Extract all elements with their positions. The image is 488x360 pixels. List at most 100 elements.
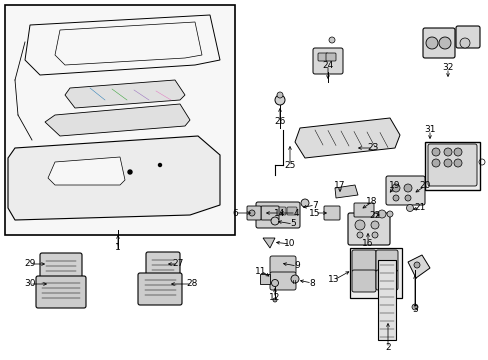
Circle shape — [443, 159, 451, 167]
Text: 26: 26 — [274, 117, 285, 126]
Circle shape — [370, 221, 378, 229]
Circle shape — [431, 159, 439, 167]
Polygon shape — [45, 104, 190, 136]
FancyBboxPatch shape — [261, 207, 272, 215]
FancyBboxPatch shape — [351, 250, 375, 272]
Text: 15: 15 — [308, 208, 320, 217]
Text: 14: 14 — [274, 208, 285, 217]
FancyBboxPatch shape — [324, 206, 339, 220]
Text: 29: 29 — [24, 260, 36, 269]
Circle shape — [411, 304, 417, 310]
Text: 18: 18 — [366, 198, 377, 207]
Text: 21: 21 — [413, 203, 425, 212]
Circle shape — [377, 210, 385, 218]
Text: 22: 22 — [368, 211, 380, 220]
Bar — [5, 5, 235, 235]
FancyBboxPatch shape — [286, 207, 296, 215]
Text: 30: 30 — [24, 279, 36, 288]
Text: 31: 31 — [424, 126, 435, 135]
Polygon shape — [48, 157, 125, 185]
FancyBboxPatch shape — [40, 253, 82, 279]
Polygon shape — [407, 255, 429, 278]
FancyBboxPatch shape — [36, 276, 86, 308]
Text: 24: 24 — [322, 60, 333, 69]
Bar — [377, 260, 395, 340]
Circle shape — [128, 170, 132, 174]
Text: 32: 32 — [442, 63, 453, 72]
Circle shape — [290, 275, 298, 283]
FancyBboxPatch shape — [138, 273, 182, 305]
Circle shape — [413, 262, 419, 268]
Text: 20: 20 — [418, 181, 430, 190]
FancyBboxPatch shape — [385, 176, 424, 205]
FancyBboxPatch shape — [317, 53, 327, 61]
Circle shape — [356, 232, 362, 238]
FancyBboxPatch shape — [375, 250, 397, 272]
Circle shape — [301, 199, 308, 207]
Text: 8: 8 — [308, 279, 314, 288]
Circle shape — [453, 148, 461, 156]
FancyBboxPatch shape — [261, 206, 279, 220]
Circle shape — [443, 148, 451, 156]
Text: 25: 25 — [284, 161, 295, 170]
Polygon shape — [334, 185, 357, 198]
Bar — [349, 248, 401, 298]
Polygon shape — [294, 118, 399, 158]
FancyBboxPatch shape — [455, 26, 479, 48]
Circle shape — [392, 195, 398, 201]
Circle shape — [248, 210, 254, 216]
Circle shape — [271, 279, 278, 287]
Circle shape — [438, 37, 450, 49]
Text: 3: 3 — [411, 306, 417, 315]
Text: 16: 16 — [362, 238, 373, 248]
Circle shape — [158, 163, 161, 166]
Circle shape — [403, 184, 411, 192]
Text: 10: 10 — [284, 239, 295, 248]
Bar — [260, 274, 269, 284]
Circle shape — [328, 37, 334, 43]
Polygon shape — [65, 80, 184, 108]
FancyBboxPatch shape — [325, 53, 335, 61]
Text: 2: 2 — [385, 343, 390, 352]
FancyBboxPatch shape — [256, 202, 299, 228]
Circle shape — [459, 38, 469, 48]
FancyBboxPatch shape — [269, 256, 295, 274]
Circle shape — [404, 195, 410, 201]
FancyBboxPatch shape — [273, 207, 285, 215]
FancyBboxPatch shape — [427, 144, 476, 186]
Circle shape — [425, 37, 437, 49]
Circle shape — [431, 148, 439, 156]
Text: 4: 4 — [293, 208, 298, 217]
Text: 11: 11 — [255, 266, 266, 275]
FancyBboxPatch shape — [353, 203, 373, 217]
FancyBboxPatch shape — [269, 272, 295, 290]
Circle shape — [386, 211, 392, 217]
FancyBboxPatch shape — [375, 270, 397, 290]
Circle shape — [272, 298, 276, 302]
Text: 5: 5 — [289, 220, 295, 229]
Circle shape — [453, 159, 461, 167]
Polygon shape — [8, 136, 220, 220]
Circle shape — [274, 95, 285, 105]
Text: 27: 27 — [172, 260, 183, 269]
Text: 17: 17 — [334, 180, 345, 189]
Text: 9: 9 — [293, 261, 299, 270]
Bar — [424, 142, 479, 190]
FancyBboxPatch shape — [351, 270, 375, 292]
Circle shape — [371, 232, 377, 238]
Text: 13: 13 — [327, 275, 339, 284]
Text: 28: 28 — [186, 279, 197, 288]
Text: 12: 12 — [269, 293, 280, 302]
Circle shape — [276, 92, 283, 98]
Circle shape — [391, 184, 399, 192]
FancyBboxPatch shape — [312, 48, 342, 74]
Circle shape — [270, 217, 279, 225]
Text: 23: 23 — [366, 144, 378, 153]
Circle shape — [354, 220, 364, 230]
Text: 19: 19 — [388, 181, 400, 190]
Circle shape — [406, 204, 413, 211]
Text: 7: 7 — [311, 201, 317, 210]
Text: 1: 1 — [115, 243, 121, 252]
Polygon shape — [263, 238, 274, 248]
FancyBboxPatch shape — [146, 252, 180, 276]
